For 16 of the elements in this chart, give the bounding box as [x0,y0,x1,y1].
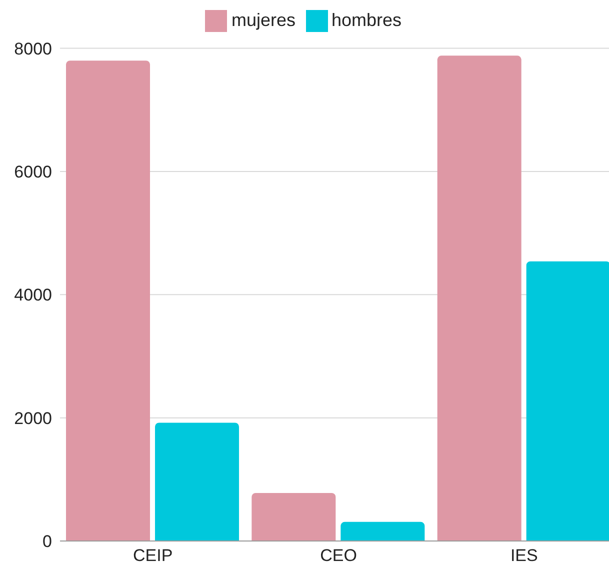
bar [526,261,609,541]
y-tick-label: 0 [42,532,52,552]
legend-label: mujeres [231,10,296,30]
x-tick-label: IES [510,546,538,566]
legend-label: hombres [332,10,402,30]
y-tick-label: 4000 [14,286,52,305]
x-tick-label: CEIP [132,546,173,566]
bar [155,422,239,541]
bar [252,492,336,541]
x-tick-label: CEO [320,546,357,566]
bar [66,60,150,541]
y-tick-label: 8000 [14,39,52,58]
y-tick-label: 2000 [14,408,52,428]
bar [437,56,522,541]
bar [340,522,425,541]
y-tick-label: 6000 [14,162,52,182]
